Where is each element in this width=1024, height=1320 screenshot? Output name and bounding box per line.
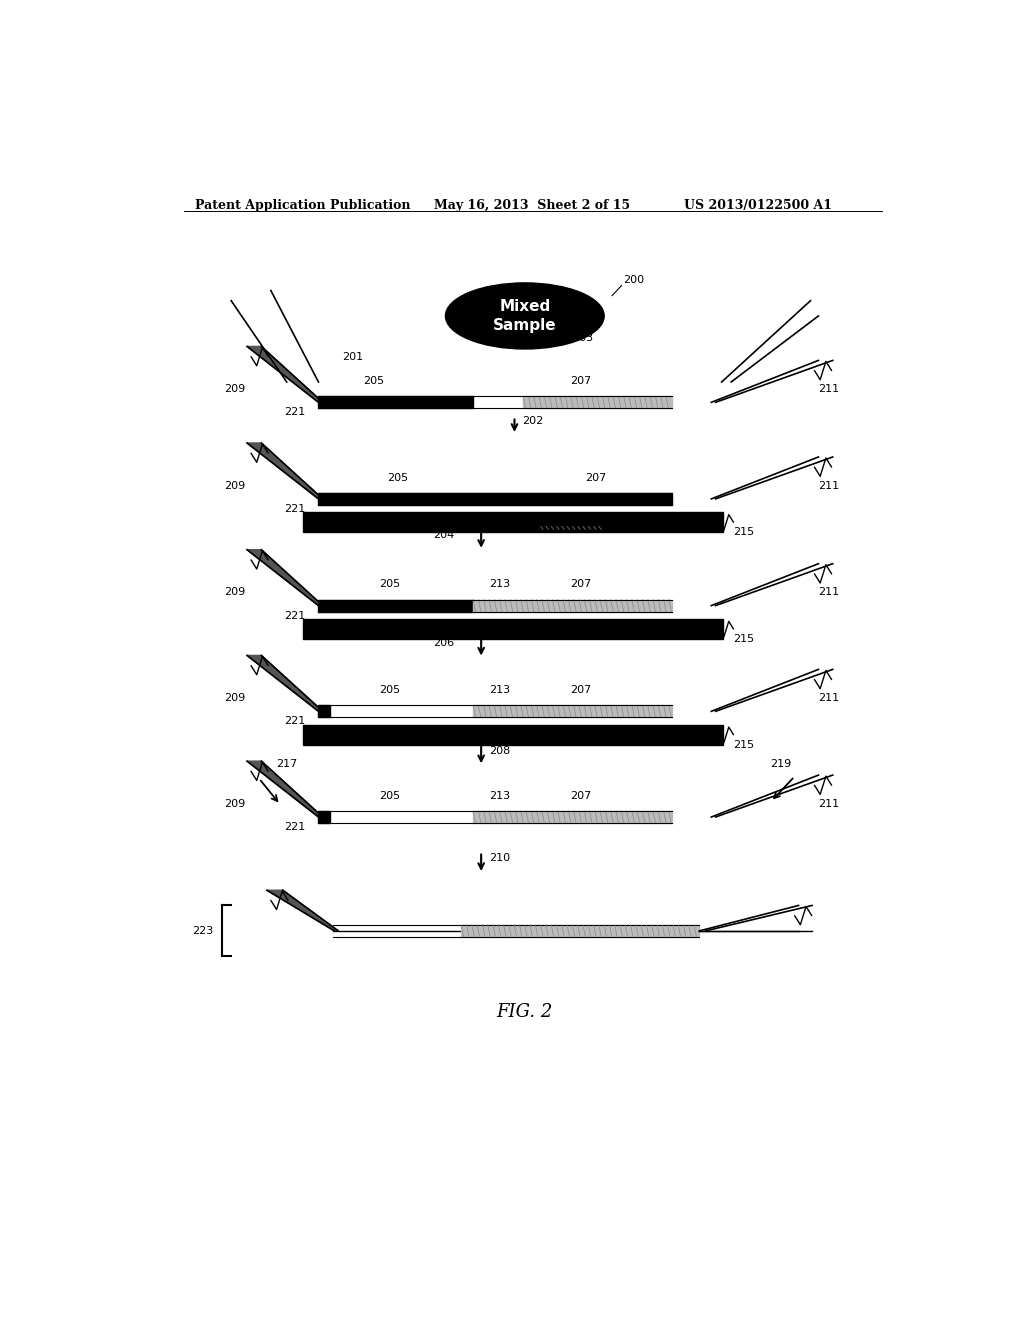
Text: 200: 200 (624, 276, 644, 285)
Text: 213: 213 (488, 791, 510, 801)
Text: Patent Application Publication: Patent Application Publication (196, 199, 411, 213)
Text: 209: 209 (224, 384, 246, 395)
Text: 221: 221 (284, 611, 305, 620)
Polygon shape (247, 549, 323, 606)
Polygon shape (473, 810, 672, 824)
Text: 213: 213 (562, 513, 583, 523)
Polygon shape (473, 599, 672, 611)
Text: 202: 202 (522, 416, 544, 425)
Text: US 2013/0122500 A1: US 2013/0122500 A1 (684, 199, 831, 213)
Text: 207: 207 (569, 376, 591, 385)
Text: 209: 209 (224, 480, 246, 491)
Polygon shape (247, 444, 323, 499)
Text: 201: 201 (342, 351, 364, 362)
Polygon shape (318, 396, 473, 408)
Text: 213: 213 (488, 579, 510, 589)
Text: 211: 211 (818, 693, 840, 704)
Polygon shape (303, 725, 723, 744)
Text: 209: 209 (224, 587, 246, 598)
Text: FIG. 2: FIG. 2 (497, 1003, 553, 1022)
Text: 221: 221 (284, 822, 305, 832)
Text: 217: 217 (276, 759, 297, 770)
Text: 205: 205 (379, 579, 400, 589)
Ellipse shape (445, 282, 604, 348)
Text: 219: 219 (770, 759, 791, 770)
Text: 221: 221 (284, 717, 305, 726)
Polygon shape (318, 599, 473, 611)
Text: 205: 205 (364, 376, 385, 385)
Polygon shape (473, 705, 672, 718)
Text: 207: 207 (569, 685, 591, 696)
Text: Mixed
Sample: Mixed Sample (493, 298, 557, 334)
Text: 211: 211 (818, 384, 840, 395)
Text: 221: 221 (284, 504, 305, 513)
Polygon shape (303, 512, 723, 532)
Text: 215: 215 (733, 634, 754, 644)
Text: 207: 207 (586, 473, 607, 483)
Polygon shape (247, 762, 323, 817)
Text: 215: 215 (733, 528, 754, 537)
Text: 208: 208 (489, 746, 510, 756)
Text: 204: 204 (433, 531, 455, 540)
Text: 211: 211 (818, 480, 840, 491)
Polygon shape (523, 396, 672, 408)
Text: 207: 207 (569, 579, 591, 589)
Text: 223: 223 (193, 925, 214, 936)
Text: 205: 205 (379, 791, 400, 801)
Polygon shape (541, 527, 604, 529)
Text: 213: 213 (488, 685, 510, 696)
Text: 205: 205 (379, 685, 400, 696)
Polygon shape (318, 492, 672, 506)
Polygon shape (318, 705, 331, 718)
Polygon shape (247, 346, 323, 403)
Polygon shape (303, 619, 723, 639)
Text: 215: 215 (733, 739, 754, 750)
Text: 210: 210 (489, 853, 510, 863)
Text: 203: 203 (572, 334, 594, 343)
Text: 221: 221 (284, 408, 305, 417)
Text: 209: 209 (224, 799, 246, 809)
Text: 205: 205 (387, 473, 409, 483)
Text: May 16, 2013  Sheet 2 of 15: May 16, 2013 Sheet 2 of 15 (433, 199, 630, 213)
Text: 211: 211 (818, 799, 840, 809)
Text: 209: 209 (224, 693, 246, 704)
Polygon shape (267, 890, 338, 931)
Polygon shape (318, 810, 331, 824)
Polygon shape (461, 925, 699, 937)
Text: 207: 207 (569, 791, 591, 801)
Text: 211: 211 (818, 587, 840, 598)
Text: 206: 206 (433, 639, 455, 648)
Polygon shape (247, 656, 323, 711)
